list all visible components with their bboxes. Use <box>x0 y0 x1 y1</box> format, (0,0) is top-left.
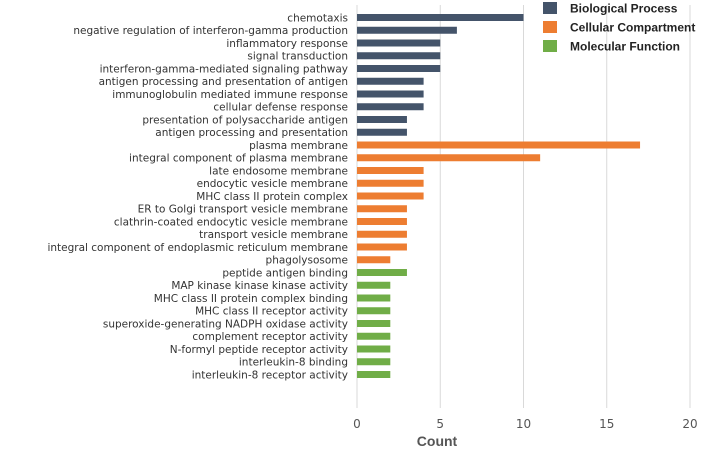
bar <box>357 345 391 353</box>
category-label: late endosome membrane <box>209 165 348 177</box>
category-label: negative regulation of interferon-gamma … <box>73 25 348 37</box>
bar <box>357 358 391 366</box>
bar <box>357 332 391 340</box>
x-tick-label: 15 <box>599 417 614 431</box>
bar <box>357 371 391 378</box>
bar <box>357 103 424 111</box>
bar <box>357 90 424 98</box>
category-label: peptide antigen binding <box>222 267 348 279</box>
bar <box>357 52 441 60</box>
bar <box>357 205 407 213</box>
category-label: antigen processing and presentation of a… <box>99 76 348 88</box>
legend-swatch <box>543 21 557 33</box>
category-label: chemotaxis <box>287 12 348 24</box>
category-label: immunoglobulin mediated immune response <box>112 89 348 101</box>
category-label: ER to Golgi transport vesicle membrane <box>138 204 348 216</box>
bar <box>357 179 424 187</box>
category-label: antigen processing and presentation <box>155 127 348 139</box>
legend-swatch <box>543 2 557 14</box>
category-label: complement receptor activity <box>192 331 348 343</box>
bar <box>357 218 407 225</box>
bar <box>357 65 441 72</box>
category-label: MHC class II protein complex binding <box>154 293 348 305</box>
bar <box>357 26 457 34</box>
category-label: superoxide-generating NADPH oxidase acti… <box>103 318 348 330</box>
category-label: endocytic vesicle membrane <box>197 178 348 190</box>
category-label: interferon-gamma-mediated signaling path… <box>100 63 348 75</box>
bar <box>357 243 407 251</box>
bar <box>357 320 391 327</box>
category-label: MAP kinase kinase kinase activity <box>171 280 348 292</box>
bar <box>357 230 407 238</box>
bar <box>357 39 441 47</box>
bar <box>357 269 407 276</box>
bar <box>357 154 541 162</box>
category-label: MHC class II protein complex <box>196 191 348 203</box>
bar <box>357 116 407 123</box>
bar <box>357 307 391 315</box>
bar <box>357 167 424 174</box>
legend-label: Molecular Function <box>570 40 680 54</box>
x-axis-title: Count <box>417 433 458 449</box>
category-label: presentation of polysaccharide antigen <box>142 114 348 126</box>
x-tick-label: 0 <box>353 417 361 431</box>
category-label: cellular defense response <box>213 102 348 114</box>
category-label: inflammatory response <box>226 38 348 50</box>
category-label: integral component of plasma membrane <box>129 153 348 165</box>
bar <box>357 141 641 149</box>
category-label: plasma membrane <box>249 140 348 152</box>
x-tick-label: 5 <box>436 417 444 431</box>
bar <box>357 77 424 85</box>
legend-label: Cellular Compartment <box>570 21 695 35</box>
category-label: N-formyl peptide receptor activity <box>170 344 348 356</box>
x-axis-ticks: 0 5 10 15 20 <box>353 417 697 431</box>
category-label: MHC class II receptor activity <box>195 306 348 318</box>
bar <box>357 14 524 21</box>
gridlines <box>356 5 691 408</box>
category-label: transport vesicle membrane <box>199 229 348 241</box>
category-label: integral component of endoplasmic reticu… <box>47 242 348 254</box>
x-tick-label: 10 <box>516 417 531 431</box>
bar <box>357 281 391 289</box>
legend-label: Biological Process <box>570 2 678 16</box>
category-label: phagolysosome <box>266 255 348 267</box>
legend-swatch <box>543 40 557 52</box>
bar <box>357 128 407 136</box>
x-tick-label: 20 <box>682 417 697 431</box>
category-label: interleukin-8 receptor activity <box>192 369 348 381</box>
category-label: interleukin-8 binding <box>239 357 348 369</box>
bar <box>357 192 424 200</box>
category-label: clathrin-coated endocytic vesicle membra… <box>114 216 348 228</box>
category-label: signal transduction <box>247 51 348 63</box>
bars <box>357 14 641 378</box>
bar <box>357 294 391 302</box>
legend: Biological Process Cellular Compartment Mo… <box>543 2 695 54</box>
bar <box>357 256 391 264</box>
